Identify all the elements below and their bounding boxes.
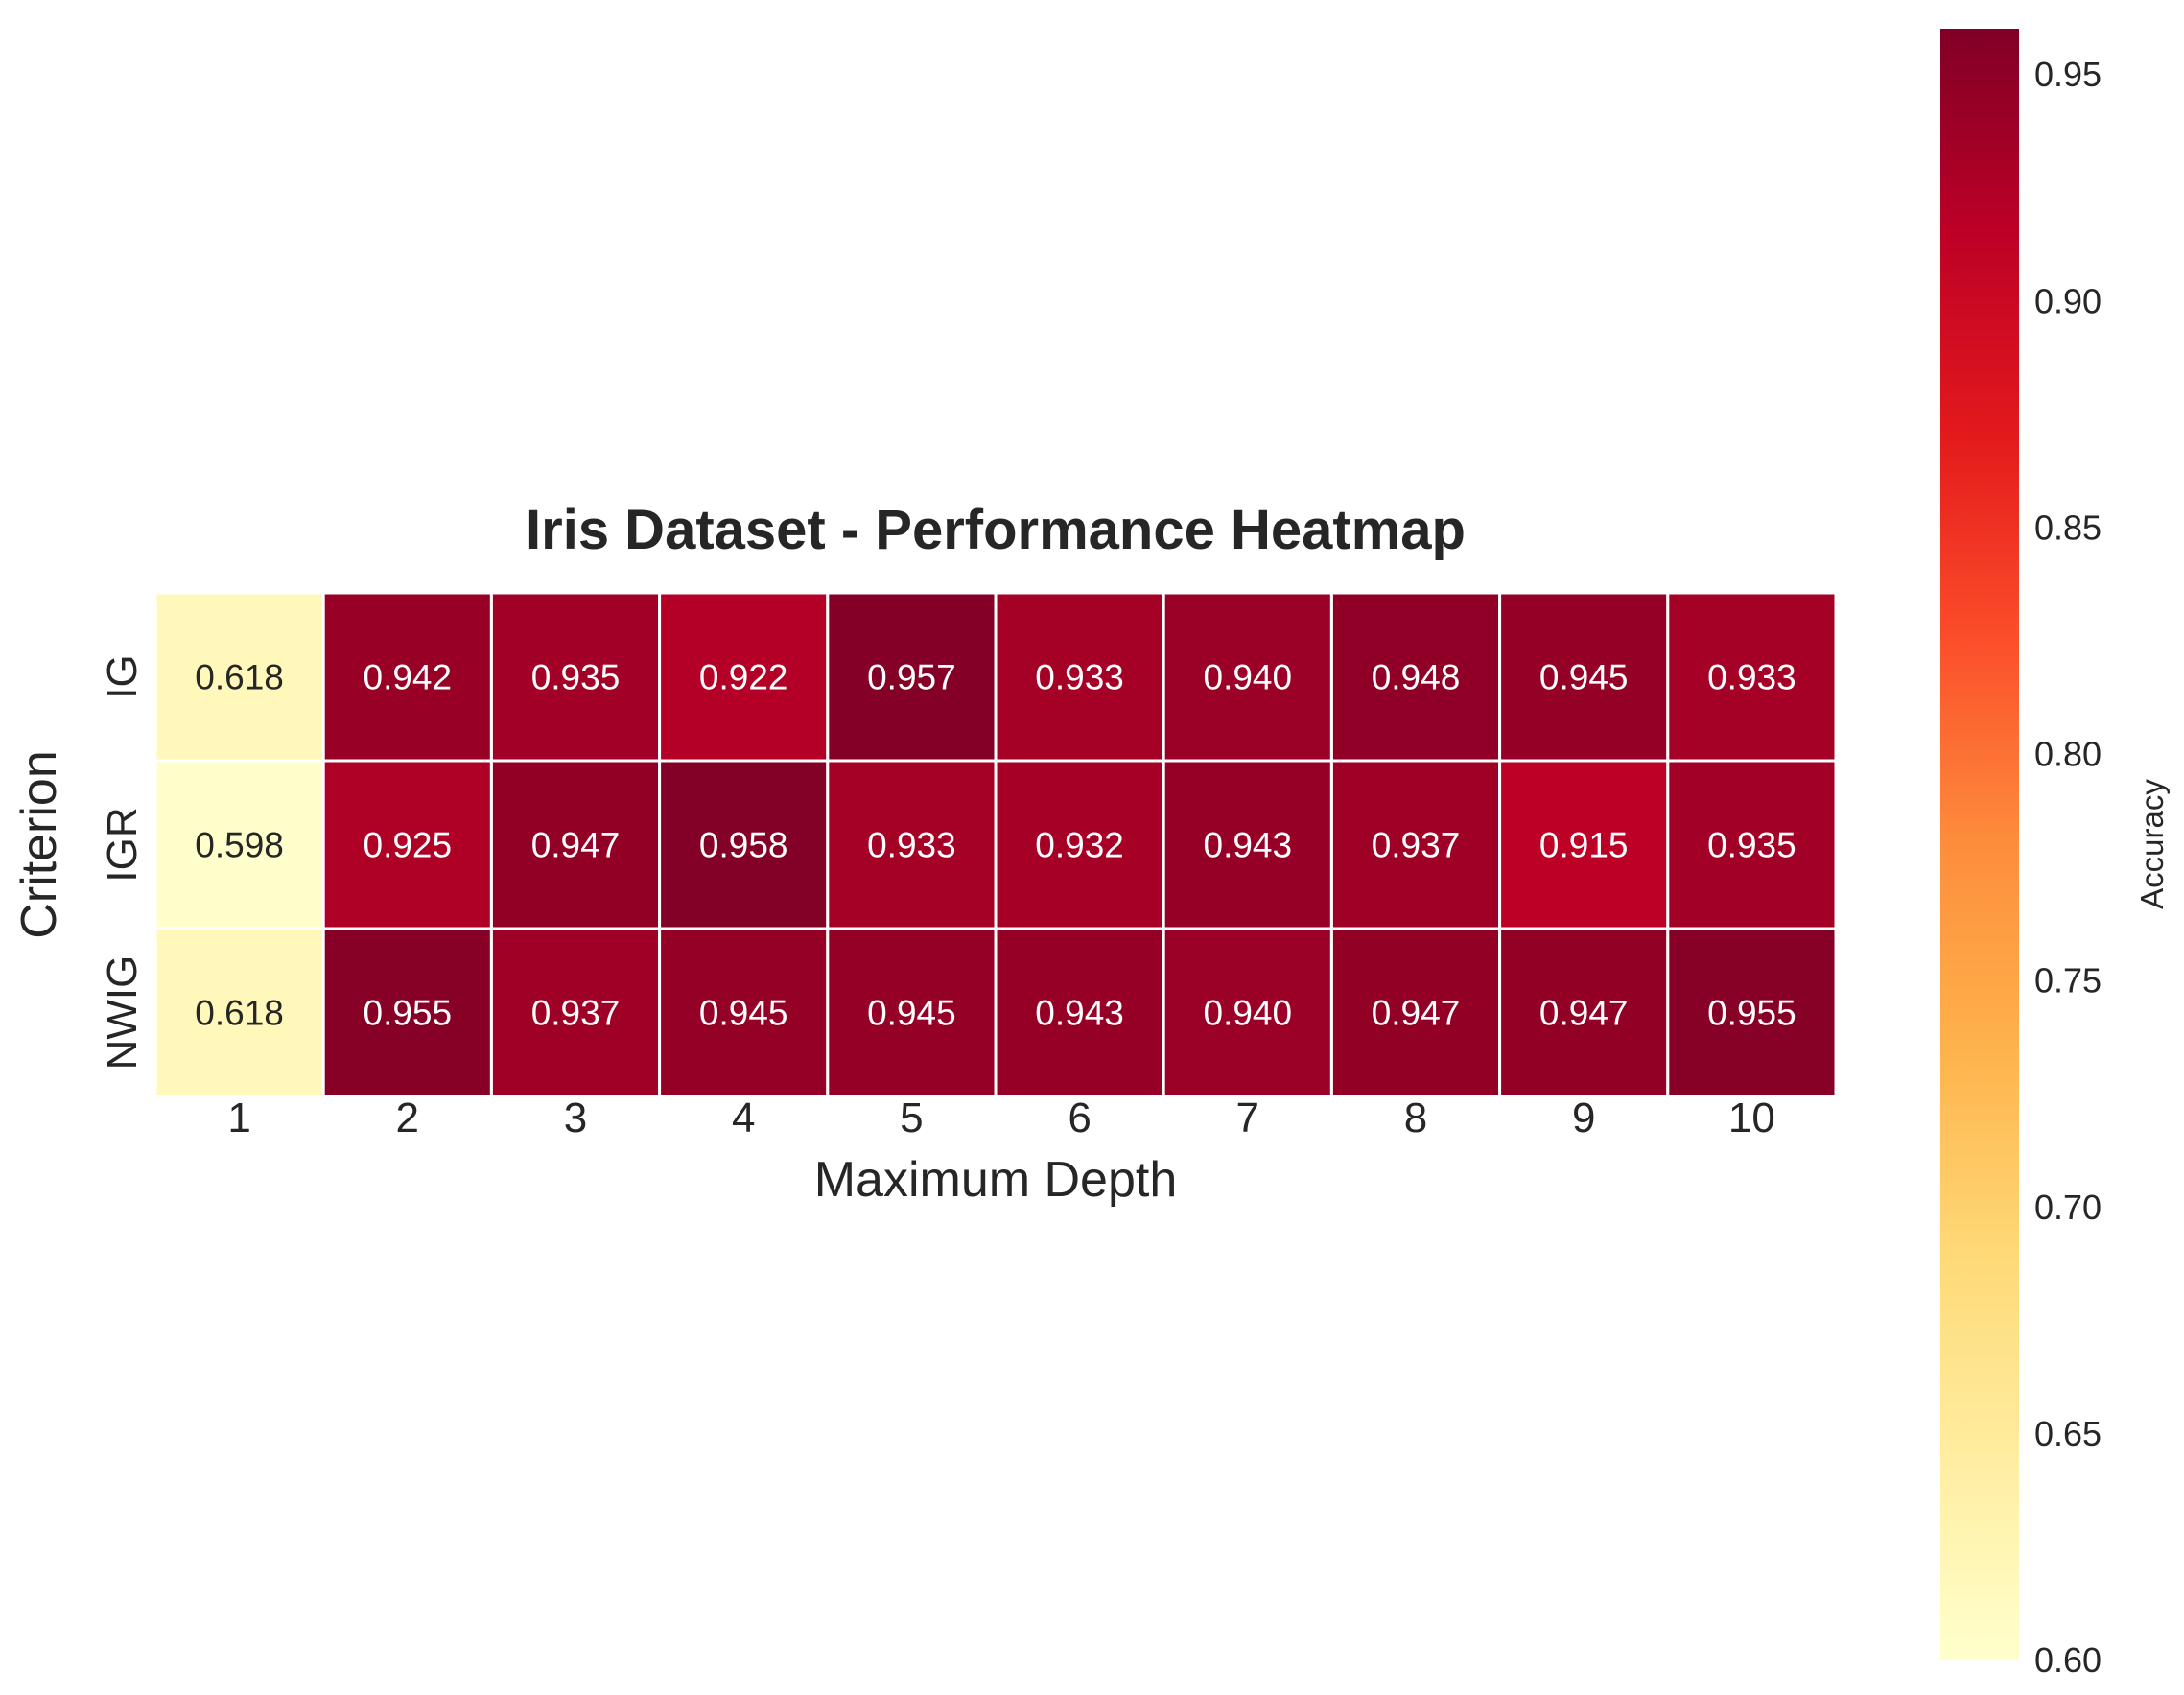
cell-value-label: 0.925 [364, 826, 453, 865]
heatmap-cell [1329, 927, 1502, 1098]
cell-value-label: 0.933 [1035, 658, 1124, 697]
heatmap-cell [1666, 927, 1838, 1098]
heatmap-cell [658, 759, 830, 930]
cell-value-label: 0.932 [1035, 826, 1124, 865]
cell-value-label: 0.942 [364, 658, 453, 697]
x-tick-labels: 1 2 3 4 5 6 7 8 9 10 [227, 1095, 1775, 1142]
cell-value-label: 0.945 [1539, 658, 1629, 697]
cell-value-label: 0.940 [1204, 658, 1293, 697]
cell-value-label: 0.947 [1372, 994, 1461, 1033]
heatmap-cell [1162, 759, 1333, 930]
colorbar: 0.60 0.65 0.70 0.75 0.80 0.85 0.90 0.95 Accurac… [1940, 29, 2170, 1680]
heatmap-cells [153, 591, 1838, 1098]
heatmap-cell [153, 591, 325, 763]
colorbar-label: Accuracy [2134, 779, 2170, 909]
y-tick-label: IG [99, 654, 146, 698]
colorbar-tick-label: 0.65 [2034, 1414, 2102, 1453]
cell-value-label: 0.598 [195, 826, 284, 865]
colorbar-tick-label: 0.80 [2034, 735, 2102, 774]
cell-value-label: 0.618 [195, 658, 284, 697]
cell-value-label: 0.955 [364, 994, 453, 1033]
colorbar-tick-label: 0.90 [2034, 281, 2102, 320]
x-axis-label: Maximum Depth [814, 1152, 1178, 1208]
cell-value-label: 0.948 [1372, 658, 1461, 697]
colorbar-tick-label: 0.95 [2034, 55, 2102, 94]
cell-value-label: 0.937 [531, 994, 621, 1033]
heatmap-cell [1498, 759, 1670, 930]
heatmap-cell [994, 591, 1165, 763]
heatmap-cell [1329, 591, 1502, 763]
cell-value-label: 0.947 [1539, 994, 1629, 1033]
heatmap-cell [826, 927, 998, 1098]
heatmap-cell [321, 927, 493, 1098]
y-axis-label: Criterion [12, 750, 67, 939]
colorbar-tick-label: 0.70 [2034, 1188, 2102, 1227]
cell-value-label: 0.945 [699, 994, 788, 1033]
x-tick-label: 8 [1404, 1095, 1427, 1142]
cell-value-label: 0.955 [1707, 994, 1797, 1033]
x-tick-label: 5 [900, 1095, 923, 1142]
x-tick-label: 6 [1068, 1095, 1091, 1142]
chart-title: Iris Dataset - Performance Heatmap [526, 499, 1466, 561]
cell-value-label: 0.943 [1204, 826, 1293, 865]
x-tick-label: 3 [564, 1095, 587, 1142]
heatmap-cell [994, 759, 1165, 930]
x-tick-label: 1 [227, 1095, 250, 1142]
heatmap-cell [153, 927, 325, 1098]
x-tick-label: 10 [1728, 1095, 1775, 1142]
cell-value-label: 0.933 [867, 826, 956, 865]
cell-value-label: 0.940 [1204, 994, 1293, 1033]
cell-value-label: 0.935 [531, 658, 621, 697]
x-tick-label: 7 [1236, 1095, 1259, 1142]
y-tick-label: IGR [99, 807, 146, 882]
heatmap-cell [1162, 927, 1333, 1098]
heatmap-cell [1329, 759, 1502, 930]
y-tick-labels: IG IGR NWIG [99, 654, 146, 1070]
colorbar-tick-label: 0.75 [2034, 961, 2102, 1001]
x-tick-label: 4 [732, 1095, 755, 1142]
cell-value-label: 0.947 [531, 826, 621, 865]
cell-value-label: 0.937 [1372, 826, 1461, 865]
y-tick-label: NWIG [99, 955, 146, 1071]
heatmap-cell [489, 927, 662, 1098]
heatmap-cell [321, 591, 493, 763]
cell-value-label: 0.935 [1707, 826, 1797, 865]
heatmap-cell [1498, 927, 1670, 1098]
cell-value-label: 0.618 [195, 994, 284, 1033]
cell-value-label: 0.957 [867, 658, 956, 697]
cell-value-label: 0.933 [1707, 658, 1797, 697]
cell-value-label: 0.958 [699, 826, 788, 865]
cell-value-label: 0.922 [699, 658, 788, 697]
colorbar-ticks: 0.60 0.65 0.70 0.75 0.80 0.85 0.90 0.95 [2034, 55, 2102, 1680]
x-tick-label: 2 [396, 1095, 419, 1142]
heatmap-cell [489, 591, 662, 763]
x-tick-label: 9 [1572, 1095, 1595, 1142]
colorbar-gradient [1940, 29, 2019, 1660]
heatmap-cell-labels: 0.618 0.942 0.935 0.922 0.957 0.933 0.940 0.948… [195, 658, 1796, 1033]
cell-value-label: 0.915 [1539, 826, 1629, 865]
heatmap-cell [321, 759, 493, 930]
heatmap-cell [1666, 759, 1838, 930]
cell-value-label: 0.945 [867, 994, 956, 1033]
colorbar-tick-label: 0.85 [2034, 507, 2102, 547]
heatmap-cell [1666, 591, 1838, 763]
cell-value-label: 0.943 [1035, 994, 1124, 1033]
colorbar-tick-label: 0.60 [2034, 1640, 2102, 1680]
